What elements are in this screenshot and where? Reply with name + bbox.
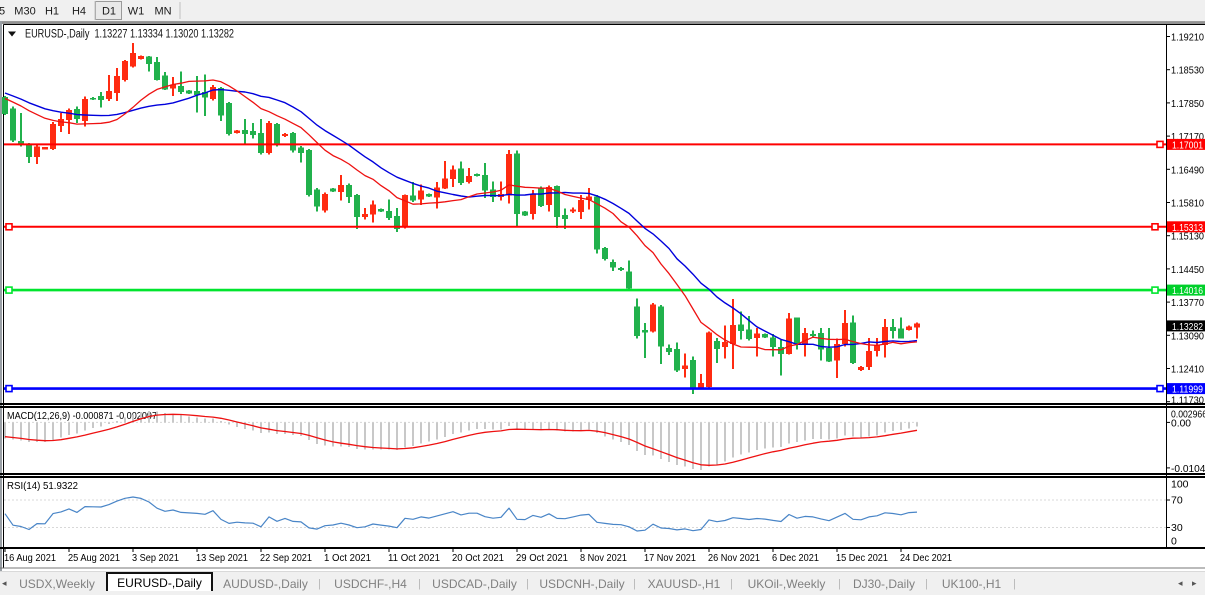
svg-text:1.19210: 1.19210 (1171, 32, 1204, 44)
svg-text:29 Oct 2021: 29 Oct 2021 (516, 552, 568, 564)
svg-text:100: 100 (1171, 479, 1189, 491)
svg-text:1.18530: 1.18530 (1171, 65, 1204, 77)
svg-text:W1: W1 (128, 6, 145, 18)
svg-text:1.11999: 1.11999 (1172, 384, 1203, 396)
svg-text:1.13090: 1.13090 (1171, 330, 1204, 342)
svg-text:20 Oct 2021: 20 Oct 2021 (452, 552, 504, 564)
svg-text:1.17001: 1.17001 (1172, 139, 1203, 151)
svg-text:5: 5 (0, 6, 5, 18)
svg-text:1 Oct 2021: 1 Oct 2021 (324, 552, 371, 564)
svg-text:13 Sep 2021: 13 Sep 2021 (196, 552, 248, 564)
svg-text:1.16490: 1.16490 (1171, 164, 1204, 176)
svg-text:1.12410: 1.12410 (1171, 364, 1204, 376)
svg-text:1.14016: 1.14016 (1172, 285, 1203, 297)
svg-text:MACD(12,26,9) -0.000871 -0.002: MACD(12,26,9) -0.000871 -0.002097 (7, 410, 157, 422)
svg-text:25 Aug 2021: 25 Aug 2021 (68, 552, 120, 564)
svg-text:MN: MN (154, 6, 171, 18)
svg-text:0.002966: 0.002966 (1171, 408, 1205, 420)
svg-text:16 Aug 2021: 16 Aug 2021 (4, 552, 56, 564)
svg-text:H1: H1 (45, 6, 59, 18)
svg-text:11 Oct 2021: 11 Oct 2021 (388, 552, 440, 564)
svg-text:8 Nov 2021: 8 Nov 2021 (580, 552, 627, 564)
svg-text:1.14450: 1.14450 (1171, 264, 1204, 276)
svg-text:22 Sep 2021: 22 Sep 2021 (260, 552, 312, 564)
svg-text:1.15810: 1.15810 (1171, 198, 1204, 210)
svg-text:30: 30 (1171, 522, 1183, 534)
svg-text:3 Sep 2021: 3 Sep 2021 (132, 552, 179, 564)
svg-text:1.17850: 1.17850 (1171, 98, 1204, 110)
svg-text:15 Dec 2021: 15 Dec 2021 (836, 552, 888, 564)
svg-text:H4: H4 (72, 6, 86, 18)
svg-text:EURUSD-,Daily 1.13227 1.13334: EURUSD-,Daily 1.13227 1.13334 1.13020 1.… (25, 29, 234, 41)
svg-text:1.13770: 1.13770 (1171, 297, 1204, 309)
svg-text:0.00: 0.00 (1171, 417, 1191, 429)
svg-text:M30: M30 (14, 6, 35, 18)
svg-text:-0.01042: -0.01042 (1171, 463, 1205, 475)
svg-text:26 Nov 2021: 26 Nov 2021 (708, 552, 760, 564)
svg-text:17 Nov 2021: 17 Nov 2021 (644, 552, 696, 564)
svg-text:24 Dec 2021: 24 Dec 2021 (900, 552, 952, 564)
svg-text:6 Dec 2021: 6 Dec 2021 (772, 552, 819, 564)
svg-text:0: 0 (1171, 536, 1177, 548)
svg-text:D1: D1 (102, 6, 116, 18)
svg-text:RSI(14) 51.9322: RSI(14) 51.9322 (7, 480, 78, 492)
svg-text:1.13282: 1.13282 (1172, 321, 1203, 333)
svg-text:1.15313: 1.15313 (1172, 222, 1203, 234)
svg-text:1.15130: 1.15130 (1171, 231, 1204, 243)
svg-text:70: 70 (1171, 495, 1183, 507)
